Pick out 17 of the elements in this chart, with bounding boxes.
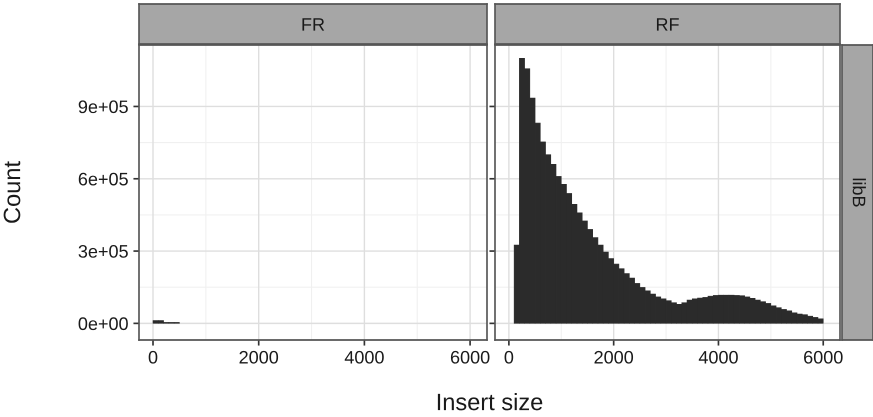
x-tick-label: 4000 <box>344 350 384 364</box>
x-tick-label: 6000 <box>450 350 490 364</box>
x-axis-title: Insert size <box>438 392 542 410</box>
y-tick-label: 6e+05 <box>78 172 128 186</box>
chart-title: RF <box>656 18 679 31</box>
x-tick-label: 2000 <box>240 350 278 364</box>
x-tick-label: 2000 <box>594 350 634 364</box>
x-tick-label: 6000 <box>804 350 843 364</box>
x-tick-label: 4000 <box>698 350 738 364</box>
x-tick-label: 0 <box>148 350 158 364</box>
chart-title: FR <box>302 18 324 31</box>
y-tick-label: 9e+05 <box>78 100 128 114</box>
x-tick-label: 0 <box>504 350 514 364</box>
y-tick-label: 0e+00 <box>78 317 128 330</box>
y-tick-label: 3e+05 <box>78 245 128 258</box>
text: libB <box>852 178 866 207</box>
y-axis-title: Count <box>4 161 20 223</box>
